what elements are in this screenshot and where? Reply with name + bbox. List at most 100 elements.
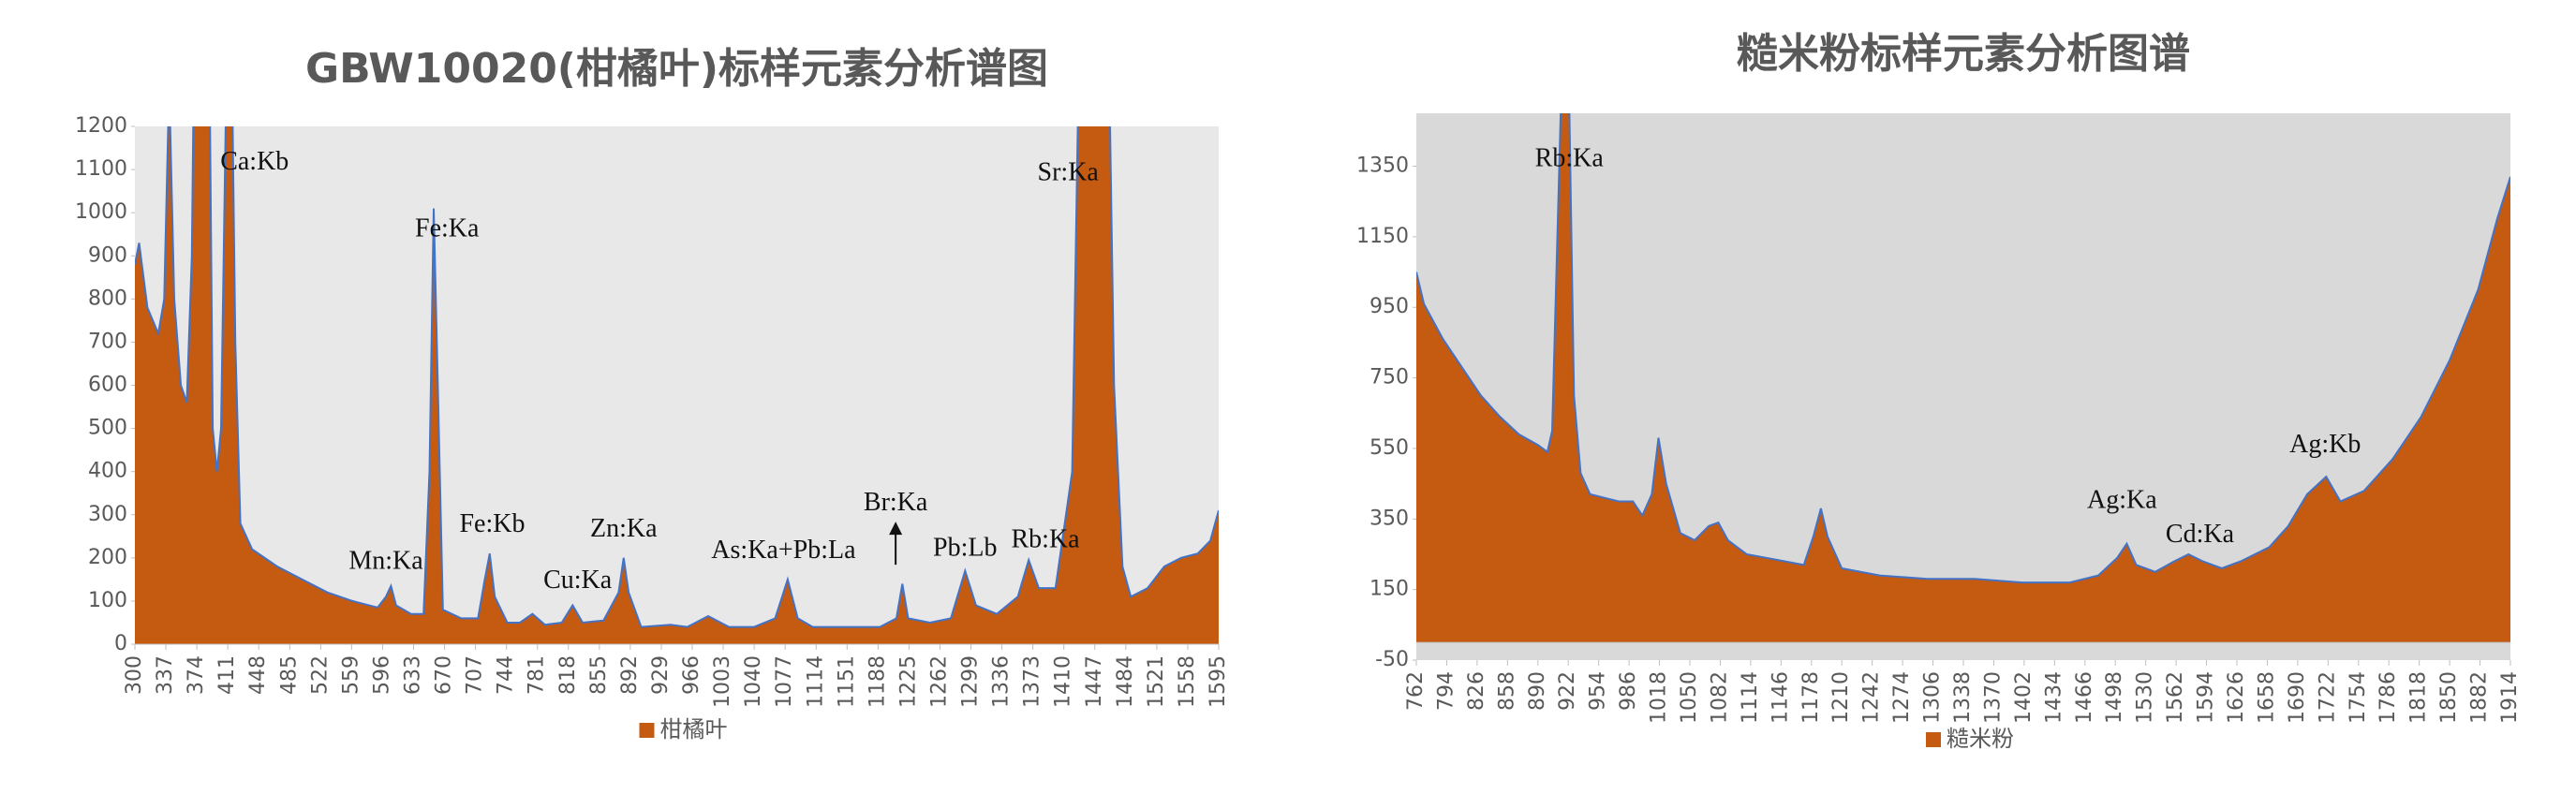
x-tick-label: 1242: [1860, 671, 1884, 724]
x-tick-label: 1786: [2376, 671, 2400, 724]
x-tick-label: 1210: [1829, 671, 1853, 724]
x-tick-label: 1370: [1981, 671, 2005, 724]
x-tick-label: 1003: [711, 655, 734, 708]
y-tick-label: 0: [114, 632, 127, 655]
plot-area: [135, 126, 1219, 644]
annotation: Ag:Ka: [2087, 486, 2157, 515]
x-tick-label: 986: [1617, 671, 1640, 711]
x-tick-label: 744: [495, 655, 518, 695]
x-tick-label: 1040: [742, 655, 765, 708]
y-tick-label: 150: [1369, 578, 1409, 601]
x-tick-label: 1626: [2225, 671, 2248, 724]
y-tick-label: 1200: [75, 114, 127, 138]
x-tick-label: 448: [246, 655, 270, 695]
y-tick-label: 750: [1369, 366, 1409, 390]
annotation: Zn:Ka: [590, 514, 658, 543]
x-tick-label: 1299: [959, 655, 983, 708]
x-tick-label: 1558: [1176, 655, 1199, 708]
annotation: Ag:Kb: [2289, 430, 2361, 459]
y-tick-label: 600: [88, 374, 127, 397]
annotation: Cu:Ka: [543, 566, 613, 595]
y-tick-label: 900: [88, 243, 127, 267]
x-tick-label: 1018: [1648, 671, 1671, 724]
x-tick-label: 826: [1465, 671, 1488, 711]
x-tick-label: 1914: [2498, 671, 2522, 724]
x-tick-label: 1521: [1145, 655, 1168, 708]
chart-panel: 糙米粉标样元素分析图谱 -50 150 350 550 750 950 1150 1350 762…: [1356, 30, 2522, 752]
x-tick-label: 670: [433, 655, 456, 695]
x-tick-label: 890: [1526, 671, 1549, 711]
x-tick-label: 300: [123, 655, 146, 695]
area-edge: [135, 126, 1219, 628]
x-tick-label: 781: [526, 655, 549, 695]
chart-title: 糙米粉标样元素分析图谱: [1737, 30, 2190, 78]
arrow-head: [889, 522, 903, 536]
x-tick-label: 1754: [2347, 671, 2370, 724]
y-tick-label: 550: [1369, 436, 1409, 460]
x-tick-label: 1498: [2103, 671, 2126, 724]
x-tick-label: 922: [1556, 671, 1579, 711]
x-tick-label: 1850: [2437, 671, 2461, 724]
chart-panel: GBW10020(柑橘叶)标样元素分析谱图 0 100 200 300 400 500 600…: [75, 45, 1230, 743]
annotation: Ca:Kb: [220, 147, 289, 176]
x-tick-label: 1050: [1678, 671, 1701, 724]
x-tick-label: 954: [1587, 671, 1610, 711]
x-tick-label: 337: [154, 655, 177, 695]
x-tick-label: 1274: [1890, 671, 1914, 724]
x-tick-label: 1225: [896, 655, 920, 708]
x-tick-label: 1722: [2316, 671, 2339, 724]
y-tick-label: 1350: [1356, 154, 1409, 178]
annotation: Pb:Lb: [933, 534, 997, 563]
annotation: Br:Ka: [864, 488, 928, 517]
x-tick-label: 1466: [2073, 671, 2096, 724]
y-tick-label: -50: [1375, 648, 1409, 671]
area: [1416, 113, 2510, 643]
x-tick-label: 1447: [1083, 655, 1106, 708]
x-tick-label: 1146: [1769, 671, 1792, 724]
x-tick-label: 1114: [1739, 671, 1762, 724]
x-tick-label: 892: [618, 655, 642, 695]
legend-swatch: [639, 723, 655, 738]
annotation: Rb:Ka: [1012, 524, 1081, 553]
annotation: Fe:Kb: [459, 509, 525, 538]
y-tick-label: 1150: [1356, 225, 1409, 248]
x-tick-label: 485: [277, 655, 301, 695]
x-tick-label: 1530: [2134, 671, 2157, 724]
x-tick-label: 1658: [2255, 671, 2278, 724]
x-tick-label: 762: [1404, 671, 1428, 711]
x-tick-label: 1484: [1114, 655, 1137, 708]
x-tick-label: 1690: [2286, 671, 2309, 724]
y-tick-label: 1000: [75, 200, 127, 224]
annotation: Mn:Ka: [348, 546, 423, 575]
y-tick-label: 400: [88, 460, 127, 483]
x-tick-label: 1114: [804, 655, 827, 708]
x-tick-label: 1818: [2407, 671, 2431, 724]
x-tick-label: 794: [1434, 671, 1458, 711]
x-tick-label: 411: [215, 655, 239, 695]
x-tick-label: 1336: [990, 655, 1014, 708]
x-tick-label: 633: [402, 655, 425, 695]
x-tick-label: 818: [556, 655, 580, 695]
y-tick-label: 500: [88, 417, 127, 440]
x-tick-label: 1882: [2468, 671, 2492, 724]
annotation: Cd:Ka: [2166, 520, 2235, 549]
y-tick-label: 200: [88, 546, 127, 569]
legend-label: 糙米粉: [1947, 726, 2014, 752]
annotation: Sr:Ka: [1038, 158, 1100, 187]
annotation: As:Ka+Pb:La: [711, 536, 856, 565]
x-tick-label: 522: [308, 655, 332, 695]
y-tick-label: 1100: [75, 157, 127, 181]
x-tick-label: 374: [185, 655, 208, 695]
x-tick-label: 966: [680, 655, 703, 695]
y-tick-label: 100: [88, 589, 127, 612]
x-tick-label: 1082: [1708, 671, 1731, 724]
x-tick-label: 1077: [773, 655, 796, 708]
chart-title: GBW10020(柑橘叶)标样元素分析谱图: [305, 45, 1048, 93]
y-tick-label: 800: [88, 287, 127, 310]
x-tick-label: 1595: [1207, 655, 1230, 708]
y-tick-label: 700: [88, 330, 127, 353]
x-tick-label: 1262: [927, 655, 951, 708]
x-tick-label: 858: [1495, 671, 1518, 711]
x-tick-label: 707: [464, 655, 487, 695]
